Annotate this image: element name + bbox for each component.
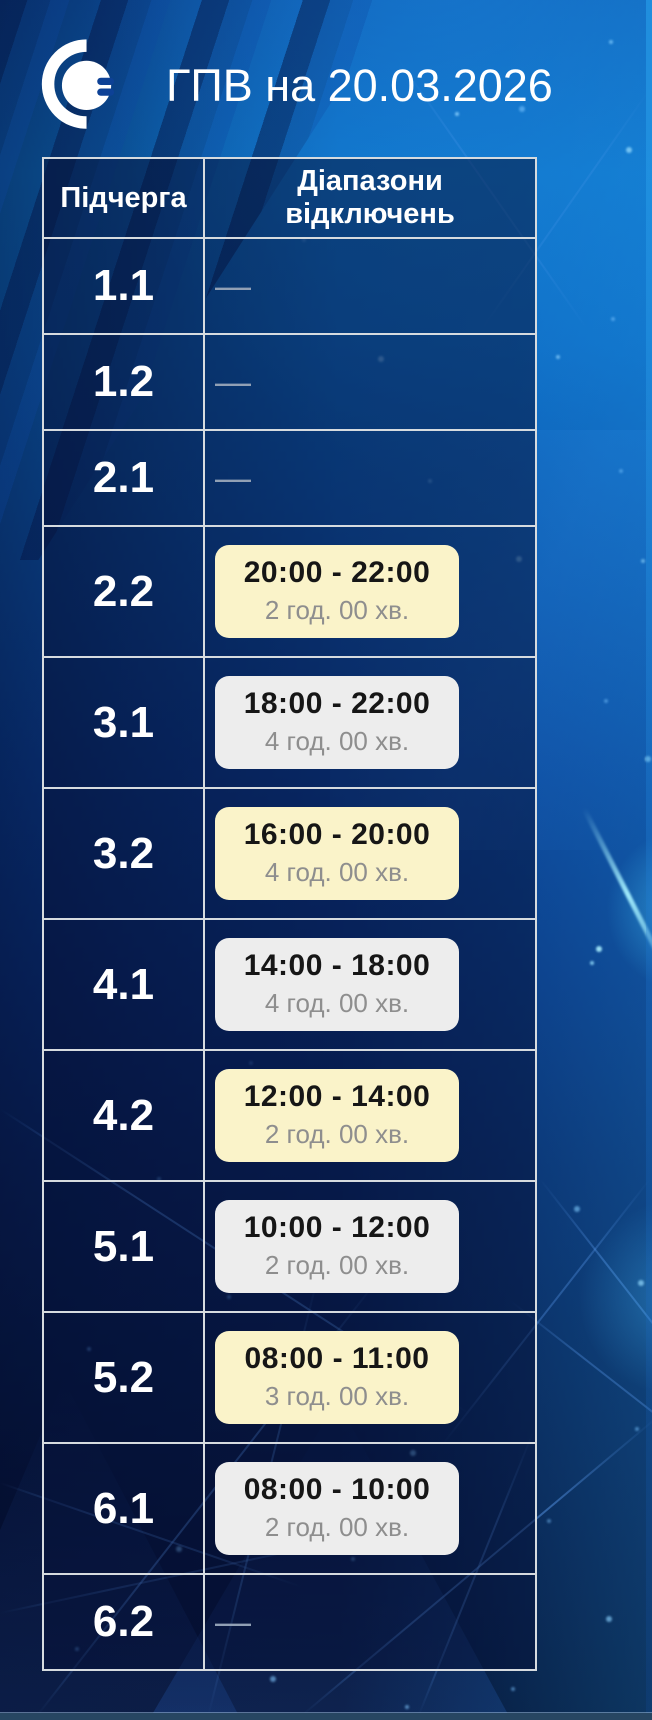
ranges-cell: 10:00 - 12:00 2 год. 00 хв. bbox=[203, 1180, 537, 1313]
subqueue-label: 6.2 bbox=[42, 1573, 205, 1671]
table-row: 3.1 18:00 - 22:00 4 год. 00 хв. bbox=[42, 656, 537, 789]
power-plug-logo-icon bbox=[41, 39, 115, 129]
ranges-cell: — bbox=[203, 333, 537, 431]
subqueue-label: 1.2 bbox=[42, 333, 205, 431]
column-header-ranges: Діапазони відключень bbox=[203, 157, 537, 239]
outage-duration: 2 год. 00 хв. bbox=[264, 1119, 410, 1149]
ranges-cell: 14:00 - 18:00 4 год. 00 хв. bbox=[203, 918, 537, 1051]
subqueue-label: 5.2 bbox=[42, 1311, 205, 1444]
outage-interval-badge: 08:00 - 11:00 3 год. 00 хв. bbox=[215, 1331, 459, 1424]
outage-duration: 2 год. 00 хв. bbox=[264, 595, 410, 625]
outage-time-range: 08:00 - 11:00 bbox=[244, 1342, 430, 1375]
subqueue-label: 2.1 bbox=[42, 429, 205, 527]
page-title: ГПВ на 20.03.2026 bbox=[166, 60, 553, 111]
ranges-cell: — bbox=[203, 1573, 537, 1671]
subqueue-label: 6.1 bbox=[42, 1442, 205, 1575]
table-row: 1.2 — bbox=[42, 333, 537, 431]
outage-duration: 4 год. 00 хв. bbox=[264, 988, 410, 1018]
background-dots bbox=[0, 0, 4, 4]
outage-schedule-table: Підчерга Діапазони відключень 1.1 — 1.2 … bbox=[42, 157, 537, 1671]
subqueue-label: 5.1 bbox=[42, 1180, 205, 1313]
outage-time-range: 10:00 - 12:00 bbox=[243, 1211, 431, 1244]
right-edge-glow bbox=[646, 0, 652, 1720]
outage-duration: 2 год. 00 хв. bbox=[264, 1512, 410, 1542]
outage-interval-badge: 20:00 - 22:00 2 год. 00 хв. bbox=[215, 545, 459, 638]
outage-time-range: 12:00 - 14:00 bbox=[243, 1080, 431, 1113]
ranges-cell: — bbox=[203, 237, 537, 335]
outage-interval-badge: 12:00 - 14:00 2 год. 00 хв. bbox=[215, 1069, 459, 1162]
table-row: 3.2 16:00 - 20:00 4 год. 00 хв. bbox=[42, 787, 537, 920]
ranges-cell: 08:00 - 10:00 2 год. 00 хв. bbox=[203, 1442, 537, 1575]
ranges-cell: 20:00 - 22:00 2 год. 00 хв. bbox=[203, 525, 537, 658]
table-row: 1.1 — bbox=[42, 237, 537, 335]
table-row: 4.2 12:00 - 14:00 2 год. 00 хв. bbox=[42, 1049, 537, 1182]
ranges-cell: 12:00 - 14:00 2 год. 00 хв. bbox=[203, 1049, 537, 1182]
no-outage-dash: — bbox=[215, 1601, 251, 1642]
table-row: 4.1 14:00 - 18:00 4 год. 00 хв. bbox=[42, 918, 537, 1051]
outage-time-range: 18:00 - 22:00 bbox=[243, 687, 431, 720]
outage-duration: 4 год. 00 хв. bbox=[264, 857, 410, 887]
no-outage-dash: — bbox=[215, 361, 251, 402]
outage-time-range: 14:00 - 18:00 bbox=[243, 949, 431, 982]
outage-duration: 2 год. 00 хв. bbox=[264, 1250, 410, 1280]
ranges-cell: 18:00 - 22:00 4 год. 00 хв. bbox=[203, 656, 537, 789]
table-row: 2.1 — bbox=[42, 429, 537, 527]
subqueue-label: 3.2 bbox=[42, 787, 205, 920]
outage-interval-badge: 18:00 - 22:00 4 год. 00 хв. bbox=[215, 676, 459, 769]
subqueue-label: 3.1 bbox=[42, 656, 205, 789]
bottom-strip bbox=[0, 1713, 652, 1720]
outage-duration: 4 год. 00 хв. bbox=[264, 726, 410, 756]
column-header-subqueue: Підчерга bbox=[42, 157, 205, 239]
table-header-row: Підчерга Діапазони відключень bbox=[42, 157, 537, 239]
outage-time-range: 20:00 - 22:00 bbox=[243, 556, 431, 589]
table-row: 6.2 — bbox=[42, 1573, 537, 1671]
no-outage-dash: — bbox=[215, 265, 251, 306]
no-outage-dash: — bbox=[215, 457, 251, 498]
outage-duration: 3 год. 00 хв. bbox=[264, 1381, 410, 1411]
header: ГПВ на 20.03.2026 bbox=[40, 34, 620, 138]
ranges-cell: — bbox=[203, 429, 537, 527]
outage-interval-badge: 16:00 - 20:00 4 год. 00 хв. bbox=[215, 807, 459, 900]
outage-time-range: 16:00 - 20:00 bbox=[243, 818, 431, 851]
table-row: 5.1 10:00 - 12:00 2 год. 00 хв. bbox=[42, 1180, 537, 1313]
ranges-cell: 16:00 - 20:00 4 год. 00 хв. bbox=[203, 787, 537, 920]
outage-time-range: 08:00 - 10:00 bbox=[243, 1473, 431, 1506]
subqueue-label: 1.1 bbox=[42, 237, 205, 335]
outage-interval-badge: 08:00 - 10:00 2 год. 00 хв. bbox=[215, 1462, 459, 1555]
outage-interval-badge: 10:00 - 12:00 2 год. 00 хв. bbox=[215, 1200, 459, 1293]
subqueue-label: 4.1 bbox=[42, 918, 205, 1051]
table-row: 6.1 08:00 - 10:00 2 год. 00 хв. bbox=[42, 1442, 537, 1575]
subqueue-label: 2.2 bbox=[42, 525, 205, 658]
ranges-cell: 08:00 - 11:00 3 год. 00 хв. bbox=[203, 1311, 537, 1444]
table-row: 2.2 20:00 - 22:00 2 год. 00 хв. bbox=[42, 525, 537, 658]
table-row: 5.2 08:00 - 11:00 3 год. 00 хв. bbox=[42, 1311, 537, 1444]
outage-interval-badge: 14:00 - 18:00 4 год. 00 хв. bbox=[215, 938, 459, 1031]
cyan-glow bbox=[520, 1168, 652, 1428]
subqueue-label: 4.2 bbox=[42, 1049, 205, 1182]
